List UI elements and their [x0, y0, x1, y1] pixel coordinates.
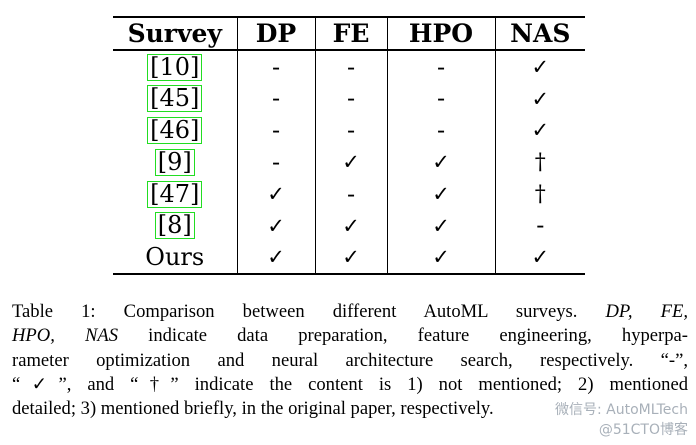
table-row: [47] ✓ - ✓ †: [113, 177, 585, 210]
hpo-cell: -: [386, 114, 495, 146]
fe-cell: -: [314, 177, 387, 210]
watermark: 微信号: AutoMLTech @51CTO博客: [555, 400, 688, 440]
checkmark-icon: ✓: [531, 118, 550, 143]
nas-cell: -: [494, 209, 585, 241]
dash-mark: -: [436, 84, 446, 113]
nas-cell: ✓: [494, 241, 585, 275]
survey-cell: [47]: [113, 178, 237, 210]
checkmark-icon: ✓: [267, 182, 285, 206]
citation-link[interactable]: [45]: [147, 85, 203, 113]
watermark-line-1: 微信号: AutoMLTech: [555, 402, 688, 418]
table-caption: Table 1: Comparison between different Au…: [12, 300, 688, 421]
citation-link[interactable]: [47]: [147, 180, 203, 208]
dp-cell: -: [236, 145, 315, 178]
checkmark-icon: ✓: [432, 213, 450, 238]
survey-cell: [8]: [113, 210, 237, 242]
fe-cell: ✓: [314, 209, 387, 241]
checkmark-icon: ✓: [267, 245, 285, 270]
hpo-cell: ✓: [386, 177, 495, 210]
citation-link[interactable]: [10]: [147, 53, 203, 81]
checkmark-icon: ✓: [531, 55, 550, 80]
fe-cell: -: [314, 82, 387, 114]
dash-mark: -: [436, 52, 446, 81]
dp-cell: ✓: [236, 241, 315, 275]
dp-cell: -: [236, 114, 315, 146]
checkmark-icon: ✓: [432, 182, 450, 206]
citation-link[interactable]: [46]: [147, 116, 203, 144]
hpo-cell: -: [386, 50, 495, 83]
hpo-cell: ✓: [386, 145, 495, 178]
dash-mark: -: [346, 179, 356, 208]
table-row: [8] ✓ ✓ ✓ -: [113, 209, 585, 242]
survey-cell: [9]: [113, 146, 237, 178]
dash-mark: -: [271, 52, 281, 81]
table-row: [10] - - - ✓: [113, 50, 585, 83]
survey-cell: [10]: [113, 50, 237, 83]
table-row: [45] - - - ✓: [113, 82, 585, 115]
nas-cell: †: [494, 177, 585, 210]
header-survey: Survey: [113, 16, 237, 51]
dash-mark: -: [346, 84, 356, 113]
header-fe: FE: [314, 16, 387, 51]
checkmark-icon: ✓: [342, 213, 360, 238]
checkmark-icon: ✓: [342, 245, 360, 270]
dp-cell: ✓: [236, 209, 315, 241]
checkmark-icon: ✓: [531, 86, 550, 111]
dash-mark: -: [271, 147, 281, 176]
caption-line-5: detailed; 3) mentioned briefly, in the o…: [12, 398, 494, 420]
fe-cell: ✓: [314, 145, 387, 178]
survey-cell: [45]: [113, 83, 237, 115]
hpo-cell: -: [386, 82, 495, 114]
nas-cell: ✓: [494, 114, 585, 146]
checkmark-icon: ✓: [432, 150, 450, 174]
header-hpo: HPO: [386, 16, 495, 51]
dash-mark: -: [346, 52, 356, 81]
automl-survey-comparison-table: Survey DP FE HPO NAS [10] - - - ✓ [45] - - - ✓ [46…: [113, 16, 585, 275]
hpo-cell: ✓: [386, 241, 495, 275]
dagger-mark: †: [534, 149, 546, 175]
header-dp: DP: [236, 16, 315, 51]
citation-link[interactable]: [9]: [154, 148, 195, 176]
caption-text: Table 1: Comparison between different Au…: [12, 301, 606, 322]
checkmark-icon: ✓: [342, 150, 360, 174]
citation-link[interactable]: [8]: [154, 212, 195, 240]
table-body: [10] - - - ✓ [45] - - - ✓ [46] - - - ✓ [9] - ✓ ✓ † [47] ✓ - ✓ †[…: [113, 50, 585, 275]
dp-cell: ✓: [236, 177, 315, 210]
caption-line-4: “✓”, and “†” indicate the content is 1) …: [12, 373, 688, 395]
nas-cell: ✓: [494, 50, 585, 83]
checkmark-icon: ✓: [267, 213, 285, 238]
caption-abbrev: DP, FE,: [605, 301, 688, 322]
table-row: Ours ✓ ✓ ✓ ✓: [113, 241, 585, 275]
table-row: [46] - - - ✓: [113, 114, 585, 146]
caption-line-1: Table 1: Comparison between different Au…: [12, 300, 688, 324]
dp-cell: -: [236, 50, 315, 83]
watermark-line-2: @51CTO博客: [598, 422, 688, 438]
checkmark-icon: ✓: [531, 245, 550, 270]
fe-cell: -: [314, 114, 387, 146]
hpo-cell: ✓: [386, 209, 495, 241]
nas-cell: †: [494, 145, 585, 178]
survey-cell: [46]: [113, 114, 237, 146]
header-nas: NAS: [494, 16, 585, 51]
dagger-mark: †: [534, 181, 546, 207]
dp-cell: -: [236, 82, 315, 114]
fe-cell: -: [314, 50, 387, 83]
table-header-row: Survey DP FE HPO NAS: [113, 16, 585, 51]
checkmark-icon: ✓: [432, 245, 450, 270]
caption-abbrev: HPO, NAS: [12, 325, 119, 347]
dash-mark: -: [346, 115, 356, 144]
caption-line-2: HPO, NAS indicate data preparation, feat…: [12, 324, 688, 348]
dash-mark: -: [536, 211, 545, 240]
survey-cell: Ours: [113, 241, 237, 275]
dash-mark: -: [436, 115, 446, 144]
comparison-table-container: Survey DP FE HPO NAS [10] - - - ✓ [45] - - - ✓ [46…: [113, 16, 585, 275]
table-row: [9] - ✓ ✓ †: [113, 145, 585, 178]
fe-cell: ✓: [314, 241, 387, 275]
caption-line-3: rameter optimization and neural architec…: [12, 349, 688, 371]
dash-mark: -: [271, 84, 281, 113]
dash-mark: -: [271, 115, 281, 144]
caption-text: indicate data preparation, feature engin…: [118, 325, 688, 347]
nas-cell: ✓: [494, 82, 585, 114]
survey-label: Ours: [145, 242, 205, 271]
